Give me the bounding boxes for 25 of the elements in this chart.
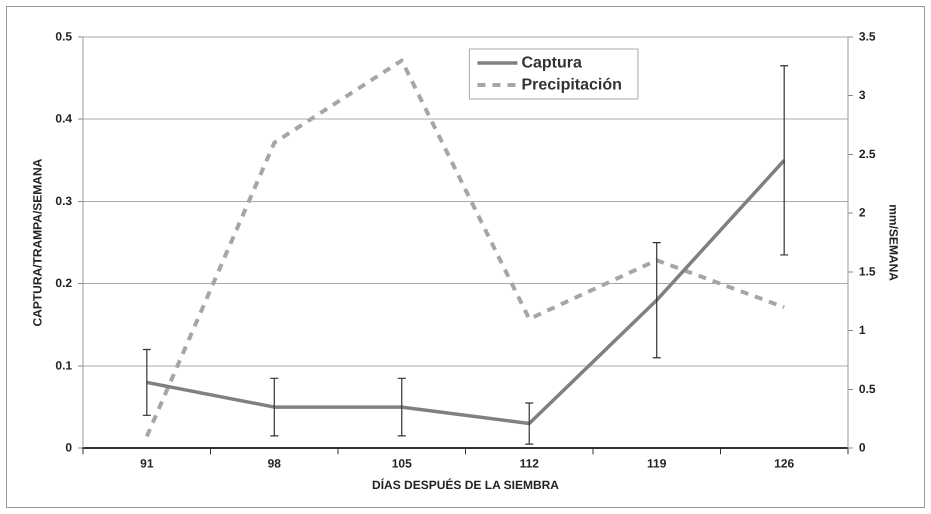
x-tick-label: 112	[520, 456, 540, 471]
x-tick-label: 119	[647, 456, 667, 471]
y2-tick-label: 2.5	[858, 146, 876, 161]
y2-tick-label: 0.5	[858, 382, 876, 396]
y-tick-label: 0.3	[55, 194, 72, 208]
x-axis-title: DÍAS DESPUÉS DE LA SIEMBRA	[372, 478, 560, 492]
y-axis-title: CAPTURA/TRAMPA/SEMANA	[30, 158, 45, 326]
y-tick-label: 0.5	[55, 29, 72, 44]
legend-label: Precipitación	[521, 76, 622, 94]
y2-tick-label: 1.5	[858, 264, 876, 278]
y2-tick-label: 3	[858, 88, 866, 102]
y-tick-label: 0.4	[55, 112, 72, 126]
x-tick-label: 91	[140, 456, 154, 471]
x-tick-label: 105	[392, 456, 412, 471]
x-tick-label: 98	[268, 456, 282, 471]
y2-axis-title: mm/SEMANA	[886, 204, 900, 282]
x-tick-label: 126	[774, 456, 795, 471]
y2-tick-label: 1	[858, 323, 866, 338]
y-tick-label: 0	[65, 440, 72, 455]
y2-tick-label: 0	[858, 440, 866, 455]
y-tick-label: 0.2	[55, 276, 72, 290]
y-tick-label: 0.1	[55, 358, 72, 372]
legend-label: Captura	[521, 54, 582, 72]
y2-tick-label: 3.5	[858, 29, 876, 44]
y2-tick-label: 2	[858, 206, 866, 220]
